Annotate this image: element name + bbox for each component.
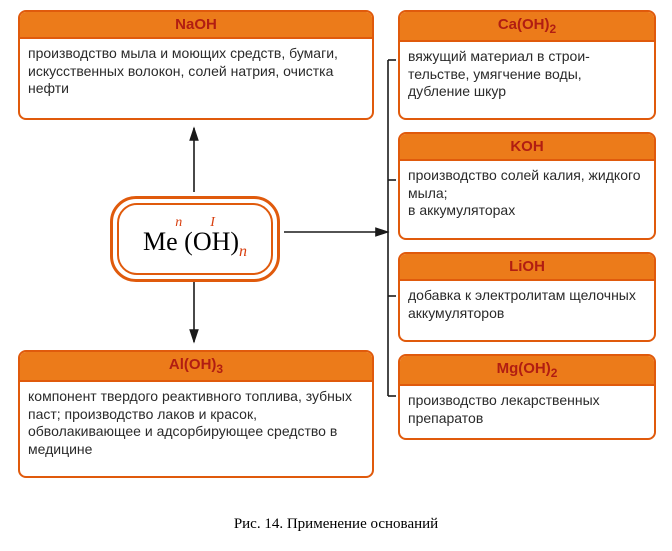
box-lioh: LiOH добавка к электролитам щелочных акк… <box>398 252 656 342</box>
box-lioh-title: LiOH <box>400 254 654 279</box>
box-mgoh: Mg(OH)2 производство лекарственных препа… <box>398 354 656 440</box>
box-lioh-body: добавка к электролитам щелочных аккумуля… <box>400 279 654 328</box>
formula-subscript: n <box>239 243 247 260</box>
box-naoh-body: производство мыла и моющих средств, бума… <box>20 37 372 104</box>
box-aloh-title-sub: 3 <box>216 362 223 376</box>
box-naoh-title: NaOH <box>20 12 372 37</box>
box-aloh-title-prefix: Al(OH) <box>169 356 217 373</box>
box-caoh-body: вяжущий материал в строи- тельстве, умяг… <box>400 40 654 107</box>
box-aloh-title: Al(OH)3 <box>20 352 372 380</box>
box-mgoh-title: Mg(OH)2 <box>400 356 654 384</box>
box-caoh-title-prefix: Ca(OH) <box>498 16 550 33</box>
box-caoh-title: Ca(OH)2 <box>400 12 654 40</box>
box-aloh: Al(OH)3 компонент твердого реактивного т… <box>18 350 374 478</box>
formula-prefix: Me <box>143 227 178 256</box>
box-mgoh-body: производство лекарственных препаратов <box>400 384 654 433</box>
box-koh-title: KOH <box>400 134 654 159</box>
box-mgoh-title-sub: 2 <box>551 366 558 380</box>
central-formula-inner: n I Me (OH)n <box>117 203 273 275</box>
box-aloh-body: компонент твердого реактивного топлива, … <box>20 380 372 464</box>
formula-main: Me (OH)n <box>143 227 247 261</box>
box-naoh: NaOH производство мыла и моющих средств,… <box>18 10 374 120</box>
box-koh-body: производство солей калия, жидкого мыла; … <box>400 159 654 226</box>
central-formula: n I Me (OH)n <box>110 196 280 282</box>
box-caoh-title-sub: 2 <box>549 22 556 36</box>
box-koh: KOH производство солей калия, жидкого мы… <box>398 132 656 240</box>
figure-caption: Рис. 14. Применение оснований <box>0 516 672 533</box>
formula-group: (OH) <box>184 227 239 256</box>
box-mgoh-title-prefix: Mg(OH) <box>497 360 551 377</box>
box-caoh: Ca(OH)2 вяжущий материал в строи- тельст… <box>398 10 656 120</box>
